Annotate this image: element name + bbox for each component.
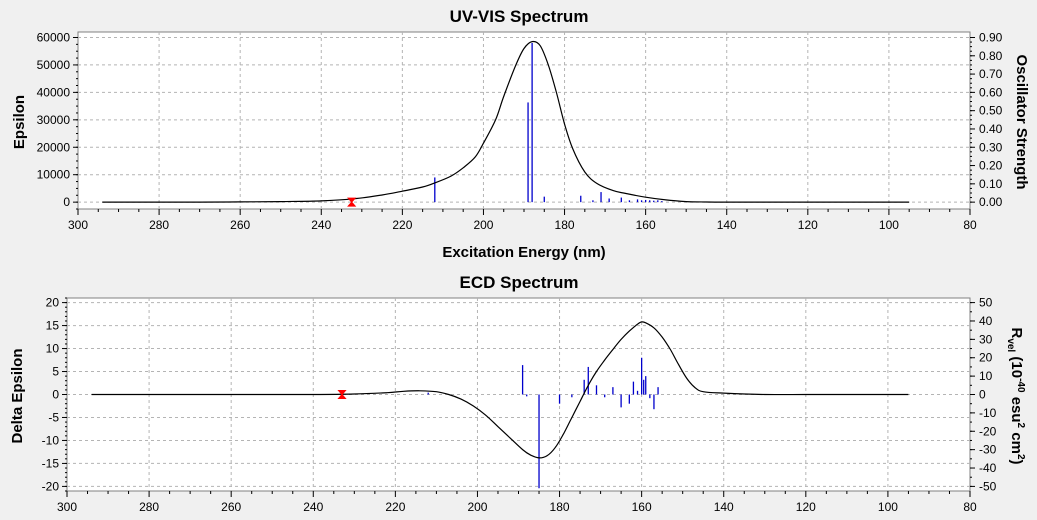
y2-tick-label: 0.90 bbox=[979, 30, 1003, 44]
y-tick-label: 20000 bbox=[37, 140, 71, 154]
x-tick-label: 140 bbox=[714, 500, 734, 514]
y-tick-label: 10 bbox=[46, 342, 60, 356]
y-tick-label: -20 bbox=[42, 479, 60, 493]
y2-tick-label: -10 bbox=[979, 406, 997, 420]
y-tick-label: 10000 bbox=[37, 168, 71, 182]
y2-tick-label: 0.40 bbox=[979, 122, 1003, 136]
y-tick-label: 0 bbox=[52, 388, 59, 402]
ecd-rotatory-sticks bbox=[427, 357, 659, 489]
ecd-y2-label-exp1: -40 bbox=[1015, 378, 1026, 393]
ecd-marker-group bbox=[337, 390, 347, 399]
position-marker[interactable] bbox=[337, 390, 347, 399]
x-tick-label: 80 bbox=[963, 500, 977, 514]
y2-tick-label: 20 bbox=[979, 351, 993, 365]
x-tick-label: 100 bbox=[878, 500, 898, 514]
x-tick-label: 160 bbox=[632, 500, 652, 514]
uv-vis-grid bbox=[78, 32, 970, 209]
y2-tick-label: 0.80 bbox=[979, 49, 1003, 63]
ecd-panel: ECD Spectrum 300 280 260 240 220 200 180 160 140… bbox=[9, 273, 1026, 514]
spectrum-curve bbox=[102, 40, 910, 203]
y2-tick-label: -30 bbox=[979, 443, 997, 457]
y2-tick-label: 50 bbox=[979, 296, 993, 310]
y-tick-label: 30000 bbox=[37, 113, 71, 127]
x-tick-label: 220 bbox=[385, 500, 405, 514]
ecd-y-axis-label: Delta Epsilon bbox=[9, 348, 26, 443]
x-tick-label: 120 bbox=[796, 500, 816, 514]
y-tick-label: 15 bbox=[46, 319, 60, 333]
ecd-y2-label-part1: (10 bbox=[1008, 352, 1025, 378]
y2-tick-label: 0.60 bbox=[979, 85, 1003, 99]
ecd-y2-label-part3: cm bbox=[1008, 428, 1025, 454]
x-tick-label: 260 bbox=[230, 218, 250, 232]
y-tick-label: 20 bbox=[46, 296, 60, 310]
y2-tick-label: 30 bbox=[979, 332, 993, 346]
x-tick-label: 80 bbox=[963, 218, 977, 232]
x-tick-label: 240 bbox=[303, 500, 323, 514]
uv-vis-y-axis-label: Epsilon bbox=[11, 95, 28, 149]
y2-tick-label: 0 bbox=[979, 388, 986, 402]
x-tick-label: 260 bbox=[221, 500, 241, 514]
y2-tick-label: 0.30 bbox=[979, 140, 1003, 154]
y2-tick-label: 0.20 bbox=[979, 159, 1003, 173]
y-tick-label: 60000 bbox=[37, 30, 71, 44]
y-tick-label: -5 bbox=[48, 410, 59, 424]
y2-tick-label: -50 bbox=[979, 479, 997, 493]
x-tick-label: 280 bbox=[139, 500, 159, 514]
y2-tick-label: 0.10 bbox=[979, 177, 1003, 191]
x-tick-label: 160 bbox=[636, 218, 656, 232]
y-tick-label: 5 bbox=[52, 365, 59, 379]
uv-vis-title: UV-VIS Spectrum bbox=[450, 7, 589, 26]
position-marker[interactable] bbox=[347, 197, 357, 207]
x-tick-label: 180 bbox=[550, 500, 570, 514]
ecd-y2-label-exp2: 2 bbox=[1015, 423, 1026, 429]
y-tick-label: -10 bbox=[42, 433, 60, 447]
x-tick-label: 140 bbox=[717, 218, 737, 232]
x-tick-label: 200 bbox=[473, 218, 493, 232]
x-tick-label: 120 bbox=[798, 218, 818, 232]
ecd-title: ECD Spectrum bbox=[459, 273, 578, 292]
x-tick-label: 220 bbox=[392, 218, 412, 232]
x-tick-label: 200 bbox=[467, 500, 487, 514]
ecd-y2-axis-label: Rvel (10-40 esu2 cm2) bbox=[1005, 327, 1026, 464]
x-tick-label: 240 bbox=[311, 218, 331, 232]
uv-vis-curve-group bbox=[102, 40, 910, 203]
uv-vis-plot-area[interactable] bbox=[77, 31, 971, 210]
ecd-y2-label-sub: vel bbox=[1005, 338, 1016, 352]
x-tick-label: 280 bbox=[149, 218, 169, 232]
ecd-y2-label-exp3: 2 bbox=[1015, 454, 1026, 460]
y2-tick-label: 40 bbox=[979, 314, 993, 328]
y-tick-label: 50000 bbox=[37, 58, 71, 72]
uv-vis-axes: 300 280 260 240 220 200 180 160 140 120 100 80 0 1000… bbox=[37, 30, 1003, 232]
ecd-y2-label-r: R bbox=[1008, 327, 1025, 338]
y2-tick-label: 0.70 bbox=[979, 67, 1003, 81]
y2-tick-label: -40 bbox=[979, 461, 997, 475]
y2-tick-label: 0.00 bbox=[979, 195, 1003, 209]
spectrum-curve bbox=[91, 321, 909, 459]
y2-tick-label: 0.50 bbox=[979, 104, 1003, 118]
y2-tick-label: 10 bbox=[979, 369, 993, 383]
y2-tick-label: -20 bbox=[979, 424, 997, 438]
y-tick-label: -15 bbox=[42, 456, 60, 470]
x-tick-label: 100 bbox=[879, 218, 899, 232]
x-tick-label: 300 bbox=[68, 218, 88, 232]
ecd-curve-group bbox=[91, 321, 909, 459]
uv-vis-panel: UV-VIS Spectrum 300 280 260 240 220 200 180 160… bbox=[11, 7, 1030, 261]
ecd-y2-label-part2: esu bbox=[1008, 393, 1025, 423]
ecd-axes: 300 280 260 240 220 200 180 160 140 120 100 80-20-1… bbox=[42, 296, 997, 514]
y-tick-label: 40000 bbox=[37, 85, 71, 99]
uv-vis-marker-group bbox=[347, 197, 357, 207]
uv-vis-y2-axis-label: Oscillator Strength bbox=[1013, 54, 1030, 189]
x-tick-label: 180 bbox=[555, 218, 575, 232]
ecd-y2-label-end: ) bbox=[1008, 460, 1025, 465]
uv-vis-oscillator-sticks bbox=[434, 42, 663, 203]
y-tick-label: 0 bbox=[63, 195, 70, 209]
x-tick-label: 300 bbox=[57, 500, 77, 514]
uv-vis-x-axis-label: Excitation Energy (nm) bbox=[442, 244, 605, 261]
